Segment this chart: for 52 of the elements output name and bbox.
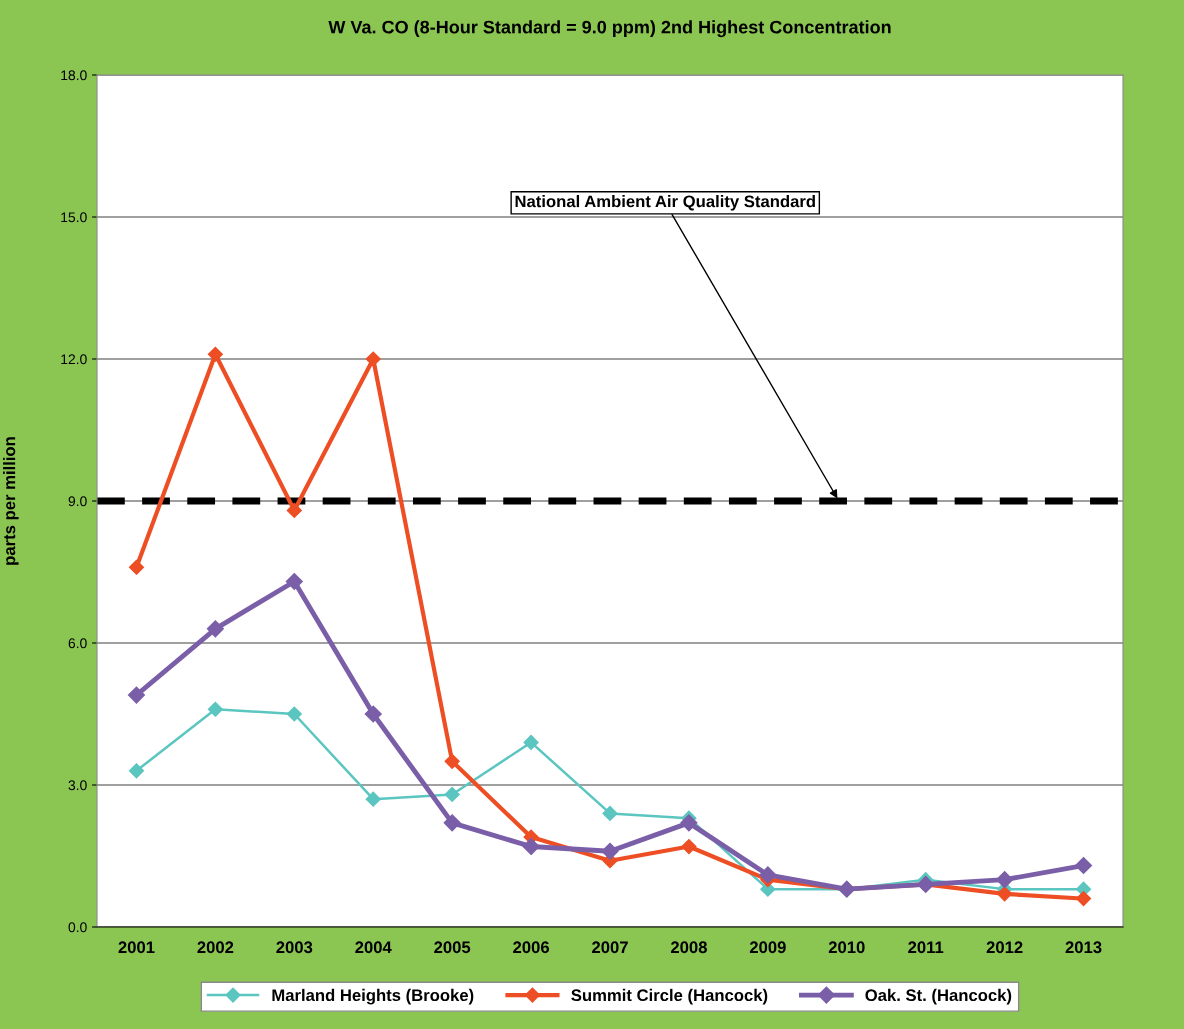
y-tick-label: 0.0 [68,922,87,933]
x-tick-label: 2005 [434,941,471,954]
x-tick-label: 2004 [355,941,392,954]
y-axis-title: parts per million [3,437,19,565]
y-tick-label: 9.0 [68,496,87,507]
legend-label: Summit Circle (Hancock) [571,988,768,1005]
legend-label: Marland Heights (Brooke) [272,988,474,1005]
x-tick-label: 2010 [828,941,865,954]
point [128,559,145,575]
point [680,814,698,832]
point [207,701,223,717]
legend-label: Oak. St. (Hancock) [865,988,1012,1005]
point [1074,856,1093,875]
y-tick-label: 15.0 [61,212,87,223]
x-tick-label: 2003 [276,941,313,954]
y-tick-label: 6.0 [68,638,87,649]
ref-line-label: National Ambient Air Quality Standard [515,195,815,211]
y-tick-label: 18.0 [61,70,87,81]
point [997,886,1013,902]
y-tick-label: 12.0 [61,354,87,365]
x-tick-label: 2006 [513,941,550,954]
x-tick-label: 2008 [670,941,707,954]
point [285,572,303,591]
point [286,706,302,722]
chart-title: W Va. CO (8-Hour Standard = 9.0 ppm) 2nd Highest Concentration [328,20,891,38]
point [443,814,461,832]
point [364,705,382,723]
point [128,763,145,779]
point [996,871,1014,889]
point [444,786,460,803]
point [207,346,223,362]
point [365,351,381,367]
x-tick-label: 2002 [197,941,234,954]
point [127,686,146,704]
point [759,866,777,884]
x-tick-label: 2012 [986,941,1023,954]
point [601,842,619,860]
x-tick-label: 2009 [749,941,786,954]
y-tick-label: 3.0 [68,780,87,791]
x-tick-label: 2007 [592,941,628,954]
x-tick-label: 2001 [118,941,155,954]
point [286,502,302,519]
x-tick-label: 2013 [1065,941,1102,954]
point [522,837,540,856]
point [523,734,539,750]
point [1075,891,1092,907]
point [365,791,381,807]
point [206,620,224,638]
point [444,753,460,769]
x-tick-label: 2011 [908,941,944,954]
point [681,838,697,855]
point [602,805,618,821]
